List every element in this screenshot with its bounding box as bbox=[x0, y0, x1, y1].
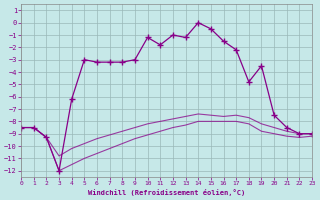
X-axis label: Windchill (Refroidissement éolien,°C): Windchill (Refroidissement éolien,°C) bbox=[88, 189, 245, 196]
